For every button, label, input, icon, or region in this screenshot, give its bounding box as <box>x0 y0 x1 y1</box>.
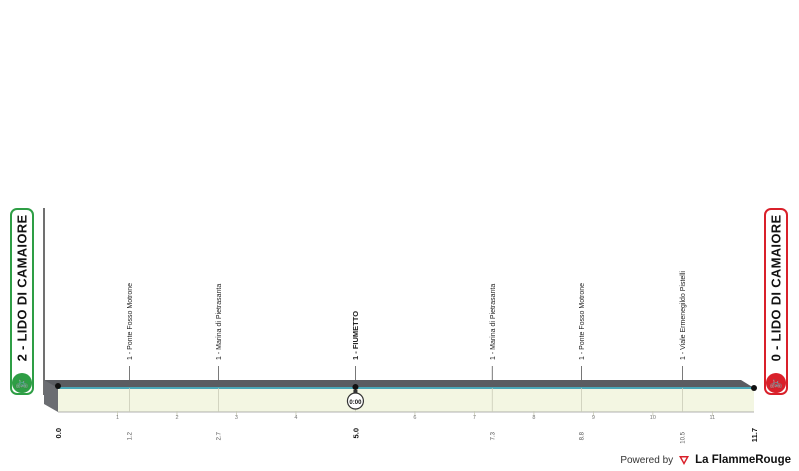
point-label: 1 - Ponte Fosso Motrone <box>127 283 134 360</box>
km-tick-label: 7 <box>473 415 476 421</box>
point-label: 1 - Marina di Pietrasanta <box>216 284 223 360</box>
point-km-label: 1.2 <box>127 431 133 440</box>
timer-label: 0:00 <box>349 400 362 406</box>
stopwatch-crown <box>353 390 358 393</box>
km-tick-label: 11 <box>709 415 715 421</box>
point-km-label: 8.8 <box>579 431 585 440</box>
km-tick-label: 6 <box>413 415 416 421</box>
profile-top-band <box>44 380 754 388</box>
finish-point <box>751 385 757 391</box>
km-tick-label: 3 <box>235 415 238 421</box>
start-point <box>55 383 61 389</box>
point-label: 1 - Ponte Fosso Motrone <box>579 283 586 360</box>
finish-label: 0 - LIDO DI CAMAIORE <box>768 214 784 362</box>
point-km-label: 2.7 <box>217 431 223 440</box>
start-badge: 2 - LIDO DI CAMAIORE 🚲 <box>10 208 34 395</box>
km-tick-label: 9 <box>592 415 595 421</box>
profile-area <box>58 388 754 412</box>
km-tick-label: 4 <box>294 415 297 421</box>
km-tick-label: 1 <box>116 415 119 421</box>
profile-side-wall <box>44 380 58 412</box>
point-km-label: 10.5 <box>681 431 687 443</box>
major-km-label: 0.0 <box>54 428 63 438</box>
bicycle-icon: 🚲 <box>766 373 786 393</box>
timer-point <box>352 384 359 390</box>
point-label: 1 - Marina di Pietrasanta <box>490 284 497 360</box>
km-tick-label: 2 <box>175 415 178 421</box>
km-tick-label: 8 <box>532 415 535 421</box>
major-km-label: 11.7 <box>750 428 759 442</box>
point-km-label: 7.3 <box>490 431 496 440</box>
brand-link[interactable]: La FlammeRouge <box>695 454 791 466</box>
bicycle-icon: 🚲 <box>12 373 32 393</box>
powered-by-footer: Powered by La FlammeRouge <box>620 454 791 466</box>
start-label: 2 - LIDO DI CAMAIORE <box>14 214 30 362</box>
point-label: 1 - Viale Ermenegildo Pistelli <box>680 271 687 360</box>
major-km-label: 5.0 <box>351 428 360 438</box>
point-label: 1 - FIUMETTO <box>351 311 360 360</box>
powered-by-text: Powered by <box>620 454 674 466</box>
km-tick-label: 10 <box>650 415 656 421</box>
finish-badge: 0 - LIDO DI CAMAIORE 🚲 <box>764 208 788 395</box>
flamme-rouge-logo-icon <box>679 456 690 465</box>
